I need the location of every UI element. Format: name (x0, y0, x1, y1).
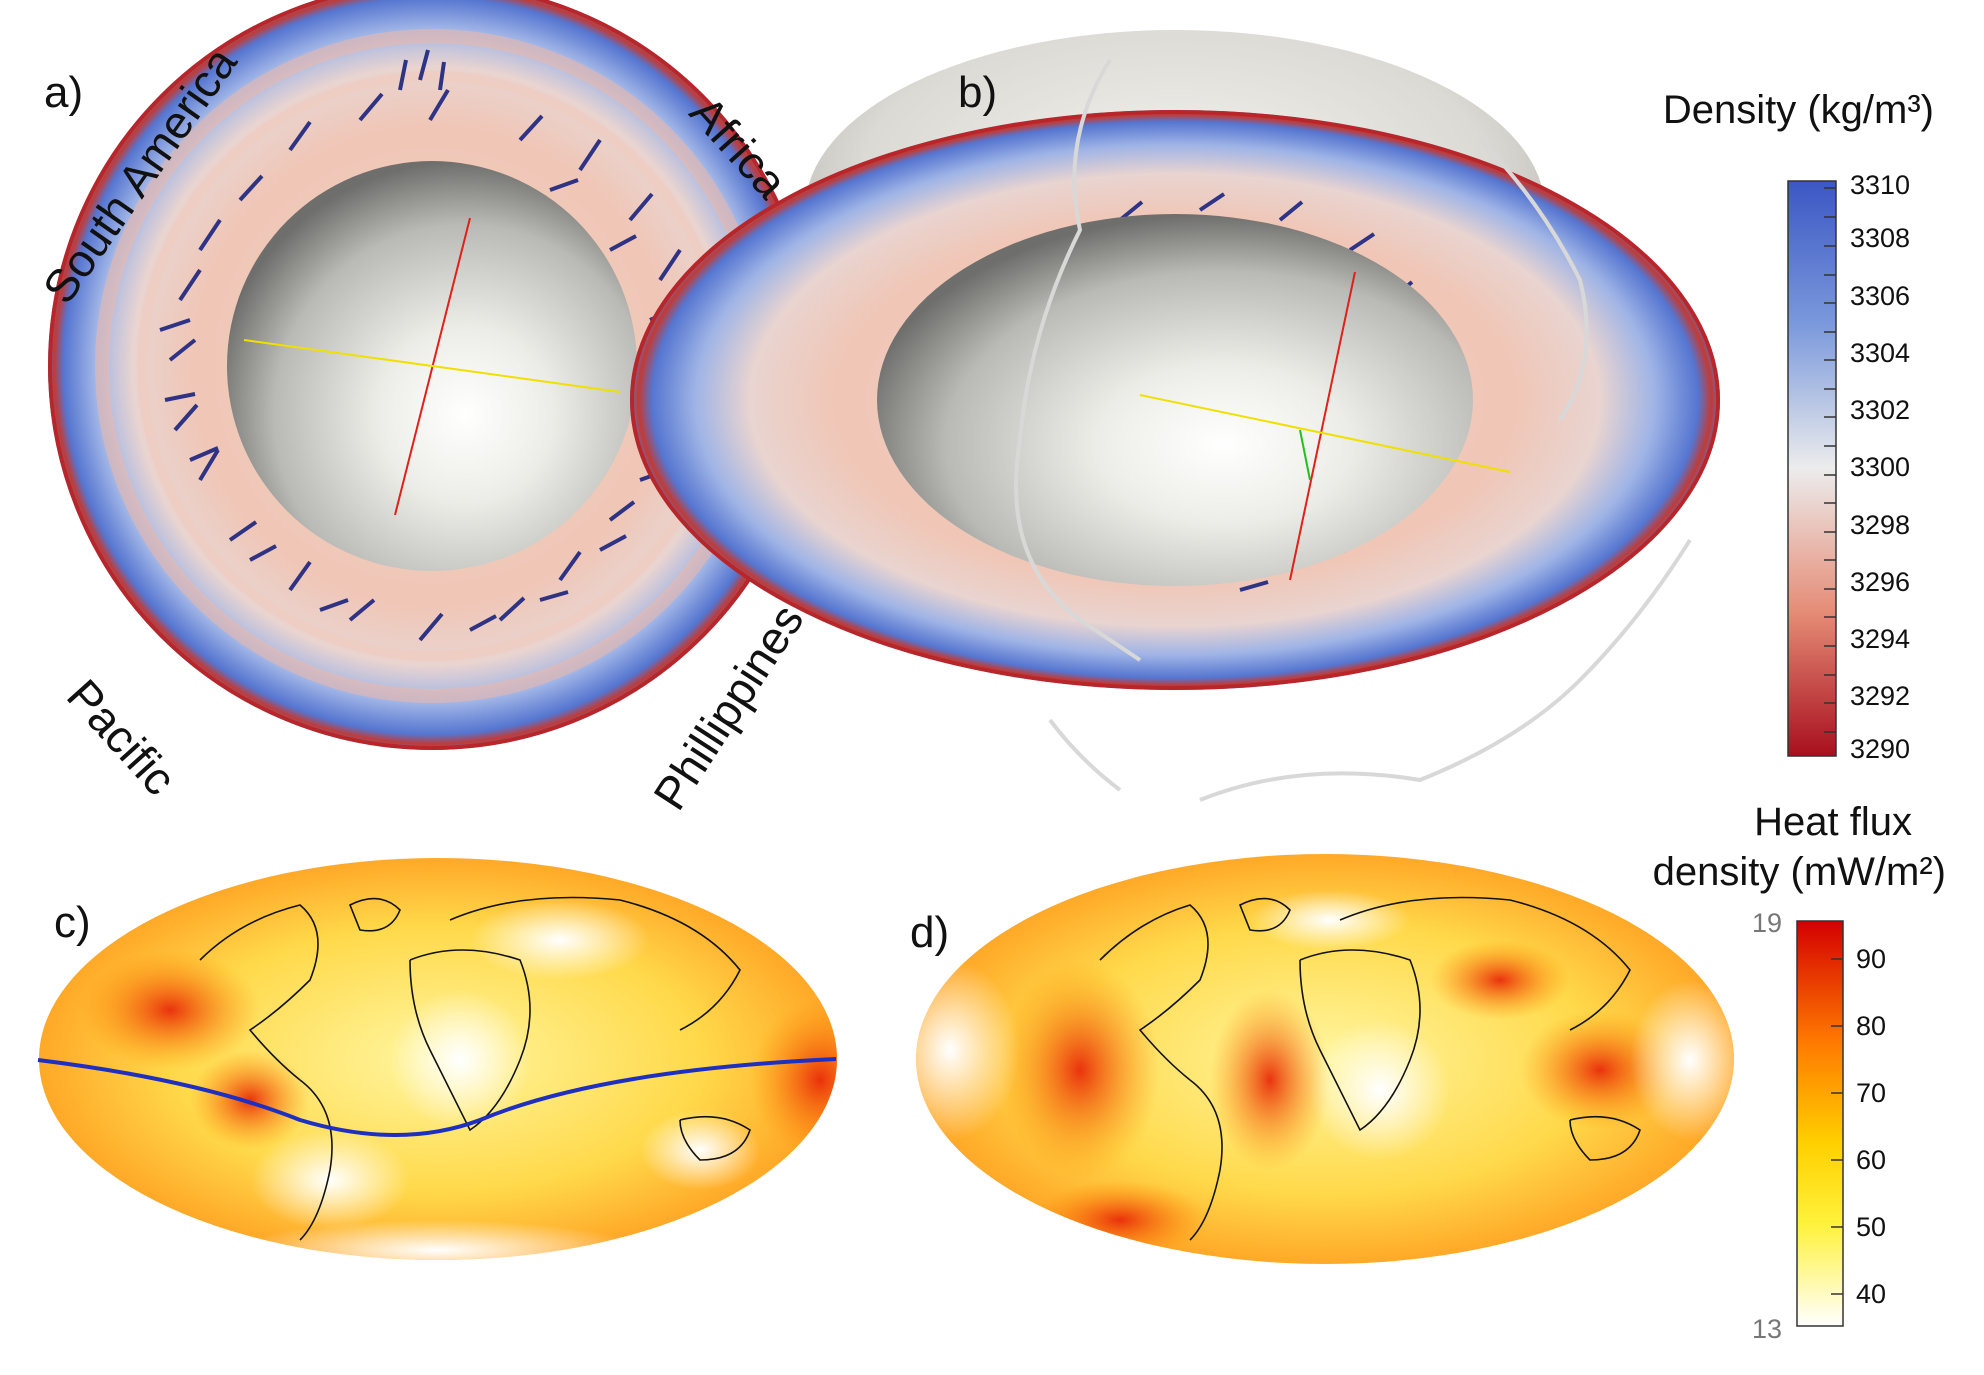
density-tick: 3300 (1850, 452, 1911, 482)
heat-tick: 70 (1856, 1078, 1887, 1108)
panel-a-shell (48, 0, 816, 750)
panel-c-blue-curve (37, 1057, 837, 1137)
panel-d-map (916, 854, 1734, 1264)
density-tick: 3298 (1850, 510, 1911, 540)
panel-d-coastlines (1099, 896, 1641, 1241)
heat-side-bottom: 13 (1752, 1314, 1783, 1344)
density-colorbar (1787, 180, 1837, 757)
density-tick: 3308 (1850, 223, 1911, 253)
panel-b-shell (630, 30, 1720, 802)
panel-d-label: d) (910, 908, 950, 957)
density-tick: 3306 (1850, 281, 1911, 311)
panel-c-label: c) (54, 898, 91, 947)
heat-colorbar-title-line1: Heat flux (1754, 800, 1912, 844)
density-tick: 3290 (1850, 734, 1911, 764)
panel-b-coastlines (1014, 58, 1692, 802)
heat-side-top: 19 (1752, 908, 1783, 938)
density-tick: 3304 (1850, 338, 1911, 368)
density-tick: 3302 (1850, 395, 1911, 425)
panel-b-label: b) (958, 68, 998, 117)
heat-tick: 80 (1856, 1011, 1887, 1041)
density-tick: 3310 (1850, 170, 1911, 200)
heat-tick: 40 (1856, 1279, 1887, 1309)
density-tick: 3292 (1850, 681, 1911, 711)
heat-colorbar-title-line2: density (mW/m²) (1652, 850, 1946, 894)
panel-a-label: a) (44, 68, 84, 117)
heat-tick: 90 (1856, 944, 1887, 974)
panel-c-map (37, 858, 837, 1260)
heat-colorbar (1796, 920, 1844, 1327)
density-tick: 3296 (1850, 567, 1911, 597)
density-tick: 3294 (1850, 624, 1911, 654)
density-colorbar-title: Density (kg/m³) (1662, 88, 1934, 132)
heat-tick: 60 (1856, 1145, 1887, 1175)
heat-tick: 50 (1856, 1212, 1887, 1242)
panel-c-coastlines (199, 896, 751, 1241)
